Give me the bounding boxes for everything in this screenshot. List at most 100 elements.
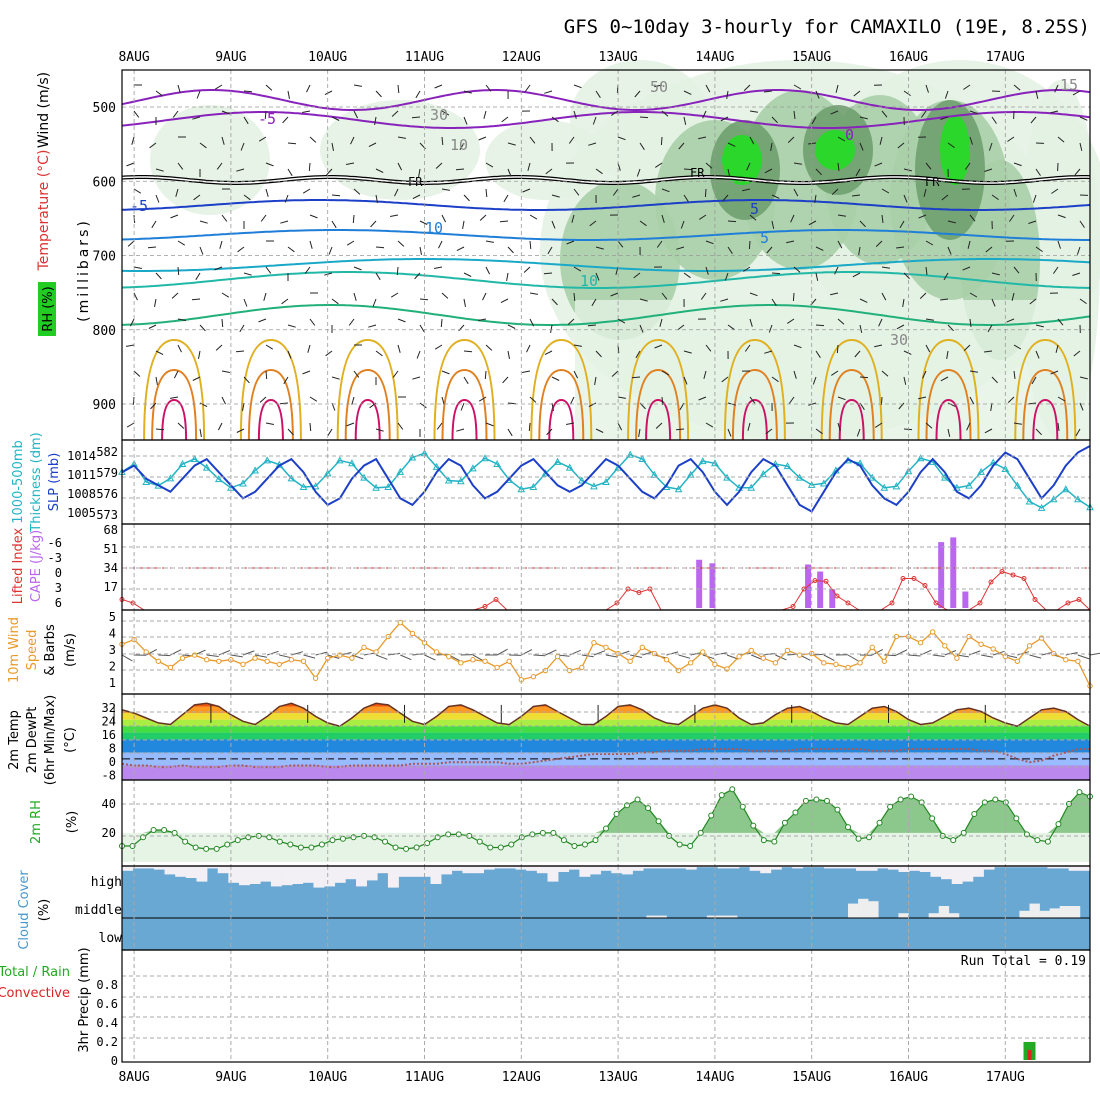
wind10-point bbox=[495, 665, 499, 669]
slp-ylabel-b: Thickness (dm) bbox=[29, 432, 44, 532]
rh2m-point bbox=[488, 845, 493, 850]
slp-left-tick-576: 576 bbox=[96, 487, 118, 501]
bottom-date-14AUG: 14AUG bbox=[695, 1070, 734, 1085]
wind-barb bbox=[860, 377, 868, 378]
wind10-point bbox=[834, 662, 838, 666]
wind10-point bbox=[241, 662, 245, 666]
wind10-point bbox=[217, 659, 221, 663]
wind10-point bbox=[156, 659, 160, 663]
rh2m-point bbox=[309, 845, 314, 850]
top-date-10AUG: 10AUG bbox=[308, 50, 347, 65]
cloud-high-gap bbox=[250, 866, 261, 884]
temp-band-mid bbox=[122, 739, 1090, 752]
cloud-high-gap bbox=[920, 866, 931, 872]
wind10-point bbox=[1027, 644, 1031, 648]
cloud-high-gap bbox=[1069, 866, 1080, 871]
wind10-point bbox=[858, 661, 862, 665]
slp-right-tick-1005: 1005 bbox=[67, 506, 96, 520]
wind-barb bbox=[376, 247, 384, 248]
rh2m-point bbox=[582, 842, 587, 847]
temp-band-6 bbox=[122, 726, 1090, 733]
fr-label-1: FR bbox=[690, 166, 705, 180]
wind-barb bbox=[793, 293, 794, 301]
rh2m-point bbox=[288, 842, 293, 847]
cloud-high-gap bbox=[239, 866, 250, 885]
li-tick-2: 0 bbox=[55, 566, 62, 580]
rh2m-point bbox=[898, 797, 903, 802]
slp-ylabel-a: 1000-500mb bbox=[11, 440, 26, 524]
rh2m-point bbox=[888, 804, 893, 809]
cape-tick-68: 68 bbox=[104, 523, 118, 537]
rh2m-point bbox=[1014, 816, 1019, 821]
rh2m-point bbox=[277, 839, 282, 844]
cape-bar-3 bbox=[817, 572, 823, 608]
rh2m-point bbox=[814, 797, 819, 802]
rh2m-point bbox=[635, 797, 640, 802]
wind10-barb bbox=[884, 655, 896, 656]
rh2m-point bbox=[551, 830, 556, 835]
upper-ylabel-mb: (millibars) bbox=[76, 218, 92, 322]
temp-band-7 bbox=[122, 720, 1090, 727]
rh2m-point bbox=[330, 838, 335, 843]
fr-label-2: FR bbox=[925, 175, 940, 189]
wind10-point bbox=[180, 656, 184, 660]
chart-title: GFS 0~10day 3-hourly for CAMAXILO (19E, … bbox=[564, 16, 1090, 38]
cloud-high-gap bbox=[590, 866, 601, 874]
wind10-ylabel-b: Speed bbox=[25, 630, 40, 671]
rh2m-point bbox=[719, 793, 724, 798]
wind-barb bbox=[148, 247, 156, 248]
rh2m-point bbox=[172, 830, 177, 835]
rh2m-point bbox=[298, 845, 303, 850]
contour-label-7: 15 bbox=[1060, 76, 1078, 94]
cloud-high-gap bbox=[473, 866, 484, 873]
bottom-date-13AUG: 13AUG bbox=[599, 1070, 638, 1085]
wind-barb bbox=[816, 325, 824, 326]
bottom-date-12AUG: 12AUG bbox=[502, 1070, 541, 1085]
wind10-point bbox=[289, 658, 293, 662]
wind10-point bbox=[350, 656, 354, 660]
slp-right-tick-1014: 1014 bbox=[67, 449, 96, 463]
wind-barb bbox=[420, 299, 428, 300]
li-tick-1: -3 bbox=[48, 551, 62, 565]
rh2m-point bbox=[151, 828, 156, 833]
rh2m-point bbox=[414, 845, 419, 850]
wind-barb bbox=[904, 429, 912, 430]
contour-label-10: 50 bbox=[650, 78, 668, 96]
wind10-point bbox=[918, 641, 922, 645]
wind10-point bbox=[1076, 659, 1080, 663]
cloud-mid-gap bbox=[868, 901, 878, 918]
cloud-high-gap bbox=[558, 866, 569, 872]
rh2m-point bbox=[677, 842, 682, 847]
upper-ytick-500: 500 bbox=[93, 101, 116, 116]
wind10-point bbox=[507, 659, 511, 663]
wind10-point bbox=[543, 668, 547, 672]
rh2m-point bbox=[193, 845, 198, 850]
li-tick-3: 3 bbox=[55, 581, 62, 595]
wind10-barb bbox=[158, 655, 170, 656]
upper-ytick-900: 900 bbox=[93, 398, 116, 413]
wind-barb bbox=[310, 423, 311, 431]
cloud-high-gap bbox=[899, 866, 910, 872]
rh2m-point bbox=[782, 820, 787, 825]
rh2m-point bbox=[319, 842, 324, 847]
temp-tick-5: -8 bbox=[102, 769, 116, 783]
rh2m-point bbox=[383, 839, 388, 844]
temp2m-ylabel-d: (°C) bbox=[63, 727, 78, 753]
rh2m-point bbox=[824, 798, 829, 803]
wind-barb bbox=[244, 91, 252, 92]
cape-bar-5 bbox=[938, 542, 944, 608]
rh2m-point bbox=[425, 841, 430, 846]
upper-ytick-700: 700 bbox=[93, 250, 116, 265]
wind10-point bbox=[846, 665, 850, 669]
rh2m-point bbox=[540, 830, 545, 835]
cloud-mid-gap bbox=[848, 904, 858, 918]
cloud-high-gap bbox=[165, 866, 176, 874]
wind-barb bbox=[837, 345, 838, 353]
wind10-tick-3: 3 bbox=[109, 643, 116, 657]
cloud-high-gap bbox=[441, 866, 452, 874]
cloud-high-gap bbox=[345, 866, 356, 879]
rh2m-point bbox=[856, 836, 861, 841]
wind10-point bbox=[725, 667, 729, 671]
